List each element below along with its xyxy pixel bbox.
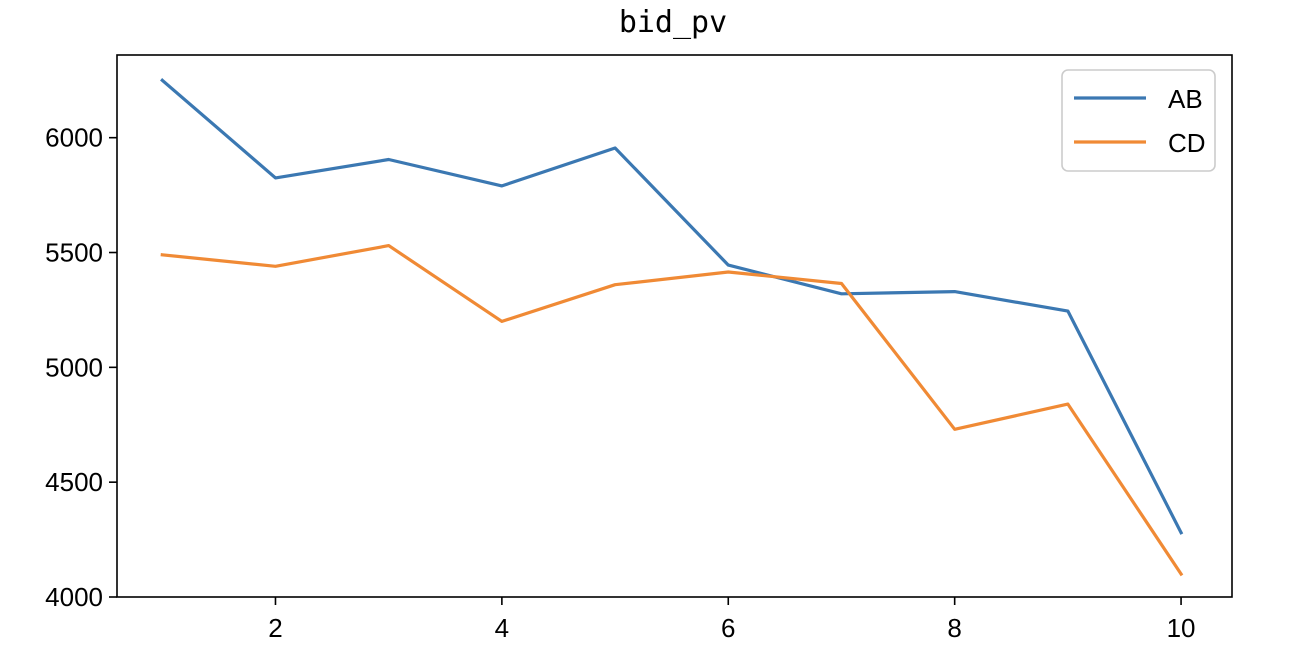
x-tick-label: 2: [268, 613, 282, 643]
legend-label-ab: AB: [1168, 84, 1203, 114]
y-tick-label: 4000: [45, 582, 103, 612]
axes-frame: [116, 54, 1233, 598]
x-tick-label: 10: [1167, 613, 1196, 643]
chart-title: bid_pv: [619, 5, 727, 40]
legend: AB CD: [1061, 69, 1216, 172]
y-tick-label: 5500: [45, 238, 103, 268]
legend-label-cd: CD: [1168, 128, 1206, 158]
y-tick-label: 5000: [45, 352, 103, 382]
x-tick-label: 4: [495, 613, 509, 643]
legend-box: [1061, 69, 1216, 172]
series-line-ab: [160, 78, 1184, 535]
series-line-cd: [160, 244, 1184, 577]
x-tick-label: 6: [721, 613, 735, 643]
y-tick-label: 4500: [45, 467, 103, 497]
plot-area: [160, 78, 1184, 577]
axes: 2 4 6 8 10 4000 4500 5000 5500 6000: [45, 54, 1233, 643]
y-tick-label: 6000: [45, 123, 103, 153]
x-tick-label: 8: [947, 613, 961, 643]
